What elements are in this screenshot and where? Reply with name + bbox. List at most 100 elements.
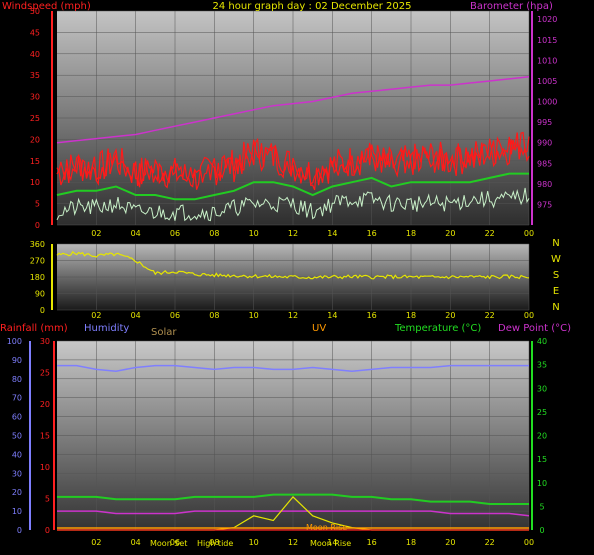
x-tick-label: 12 <box>288 229 298 238</box>
wind-avg-series <box>56 172 529 201</box>
wind-tick-label: 20 <box>30 135 40 144</box>
rain-tick-label: 25 <box>40 369 50 378</box>
baro-tick-label: 1010 <box>537 56 557 65</box>
wind-tick-label: 25 <box>30 114 40 123</box>
baro-tick-label: 980 <box>537 180 552 189</box>
x-tick-label: 12 <box>288 311 298 320</box>
x-tick-label: 02 <box>91 311 101 320</box>
x-tick-label: 08 <box>209 311 219 320</box>
x-tick-label: 02 <box>91 538 101 547</box>
wind-tick-label: 15 <box>30 157 40 166</box>
dir-tick-label: 180 <box>30 273 45 282</box>
humidity-tick-label: 0 <box>17 526 22 535</box>
wind-gust-series <box>56 132 530 191</box>
x-tick-label: 18 <box>406 311 416 320</box>
x-tick-label: 00 <box>524 311 534 320</box>
temp-tick-label: 0 <box>539 526 544 535</box>
rain-tick-label: 0 <box>45 526 50 535</box>
direction-series <box>56 250 530 280</box>
dewpoint-series <box>57 510 530 517</box>
humidity-tick-label: 30 <box>12 469 22 478</box>
x-tick-label: 16 <box>367 538 377 547</box>
x-tick-label: 08 <box>209 229 219 238</box>
compass-label: W <box>551 254 561 265</box>
baro-tick-label: 1000 <box>537 98 557 107</box>
humidity-tick-label: 90 <box>12 356 22 365</box>
wind-tick-label: 5 <box>35 200 40 209</box>
x-tick-label: 16 <box>367 311 377 320</box>
temp-tick-label: 10 <box>537 479 547 488</box>
baro-tick-label: 990 <box>537 139 552 148</box>
x-tick-label: 18 <box>406 538 416 547</box>
baro-tick-label: 995 <box>537 118 552 127</box>
x-tick-label: 04 <box>131 538 141 547</box>
baro-tick-label: 1015 <box>537 36 557 45</box>
rain-tick-label: 30 <box>40 337 50 346</box>
compass-label: N <box>552 238 559 249</box>
legend-solar: Solar <box>151 327 177 338</box>
baro-tick-label: 975 <box>537 200 552 209</box>
humidity-tick-label: 100 <box>7 337 22 346</box>
x-tick-label: 10 <box>249 311 259 320</box>
wind-low-series <box>56 187 530 222</box>
x-tick-label: 10 <box>249 229 259 238</box>
wind-tick-label: 0 <box>35 221 40 230</box>
x-tick-label: 04 <box>131 311 141 320</box>
wind-tick-label: 45 <box>30 28 40 37</box>
humidity-tick-label: 80 <box>12 375 22 384</box>
legend-dewpoint: Dew Point (°C) <box>498 323 571 334</box>
temperature-series <box>57 493 529 505</box>
dir-tick-label: 270 <box>30 257 45 266</box>
rain-tick-label: 5 <box>45 495 50 504</box>
wind-tick-label: 50 <box>30 7 40 16</box>
wind-gust-series <box>56 131 530 186</box>
x-tick-label: 04 <box>131 229 141 238</box>
rain-tick-label: 20 <box>40 400 50 409</box>
x-tick-label: 22 <box>485 538 495 547</box>
chart-title: 24 hour graph day : 02 December 2025 <box>213 1 412 12</box>
event-high-tide: High tide <box>197 539 233 548</box>
x-tick-label: 14 <box>327 229 337 238</box>
x-tick-label: 16 <box>367 229 377 238</box>
x-tick-label: 14 <box>327 538 337 547</box>
event-moon-set: Moon Set <box>150 539 187 548</box>
wind-tick-label: 40 <box>30 50 40 59</box>
legend-uv: UV <box>312 323 326 334</box>
baro-tick-label: 985 <box>537 159 552 168</box>
temp-tick-label: 35 <box>537 361 547 370</box>
x-tick-label: 00 <box>524 538 534 547</box>
legend-humidity: Humidity <box>84 323 129 334</box>
compass-label: N <box>552 302 559 313</box>
x-tick-label: 06 <box>170 311 180 320</box>
x-tick-label: 20 <box>445 538 455 547</box>
dir-tick-label: 0 <box>40 306 45 315</box>
x-tick-label: 10 <box>249 538 259 547</box>
x-tick-label: 00 <box>524 229 534 238</box>
x-tick-label: 22 <box>485 229 495 238</box>
baro-tick-label: 1005 <box>537 77 557 86</box>
x-tick-label: 22 <box>485 311 495 320</box>
wind-tick-label: 30 <box>30 93 40 102</box>
x-tick-label: 20 <box>445 229 455 238</box>
humidity-tick-label: 20 <box>12 488 22 497</box>
x-tick-label: 02 <box>91 229 101 238</box>
humidity-tick-label: 50 <box>12 432 22 441</box>
legend-rainfall: Rainfall (mm) <box>0 323 68 334</box>
temp-tick-label: 5 <box>539 502 544 511</box>
compass-label: S <box>553 270 559 281</box>
dir-tick-label: 360 <box>30 240 45 249</box>
humidity-tick-label: 70 <box>12 394 22 403</box>
rain-tick-label: 10 <box>40 463 50 472</box>
compass-label: E <box>553 286 559 297</box>
x-tick-label: 08 <box>209 538 219 547</box>
plot-layer <box>56 76 530 531</box>
x-tick-label: 14 <box>327 311 337 320</box>
x-tick-label: 06 <box>170 538 180 547</box>
event-moon-rise-a: Moon Rise <box>306 523 347 532</box>
temp-tick-label: 25 <box>537 408 547 417</box>
humidity-tick-label: 40 <box>12 450 22 459</box>
humidity-tick-label: 60 <box>12 413 22 422</box>
x-tick-label: 06 <box>170 229 180 238</box>
